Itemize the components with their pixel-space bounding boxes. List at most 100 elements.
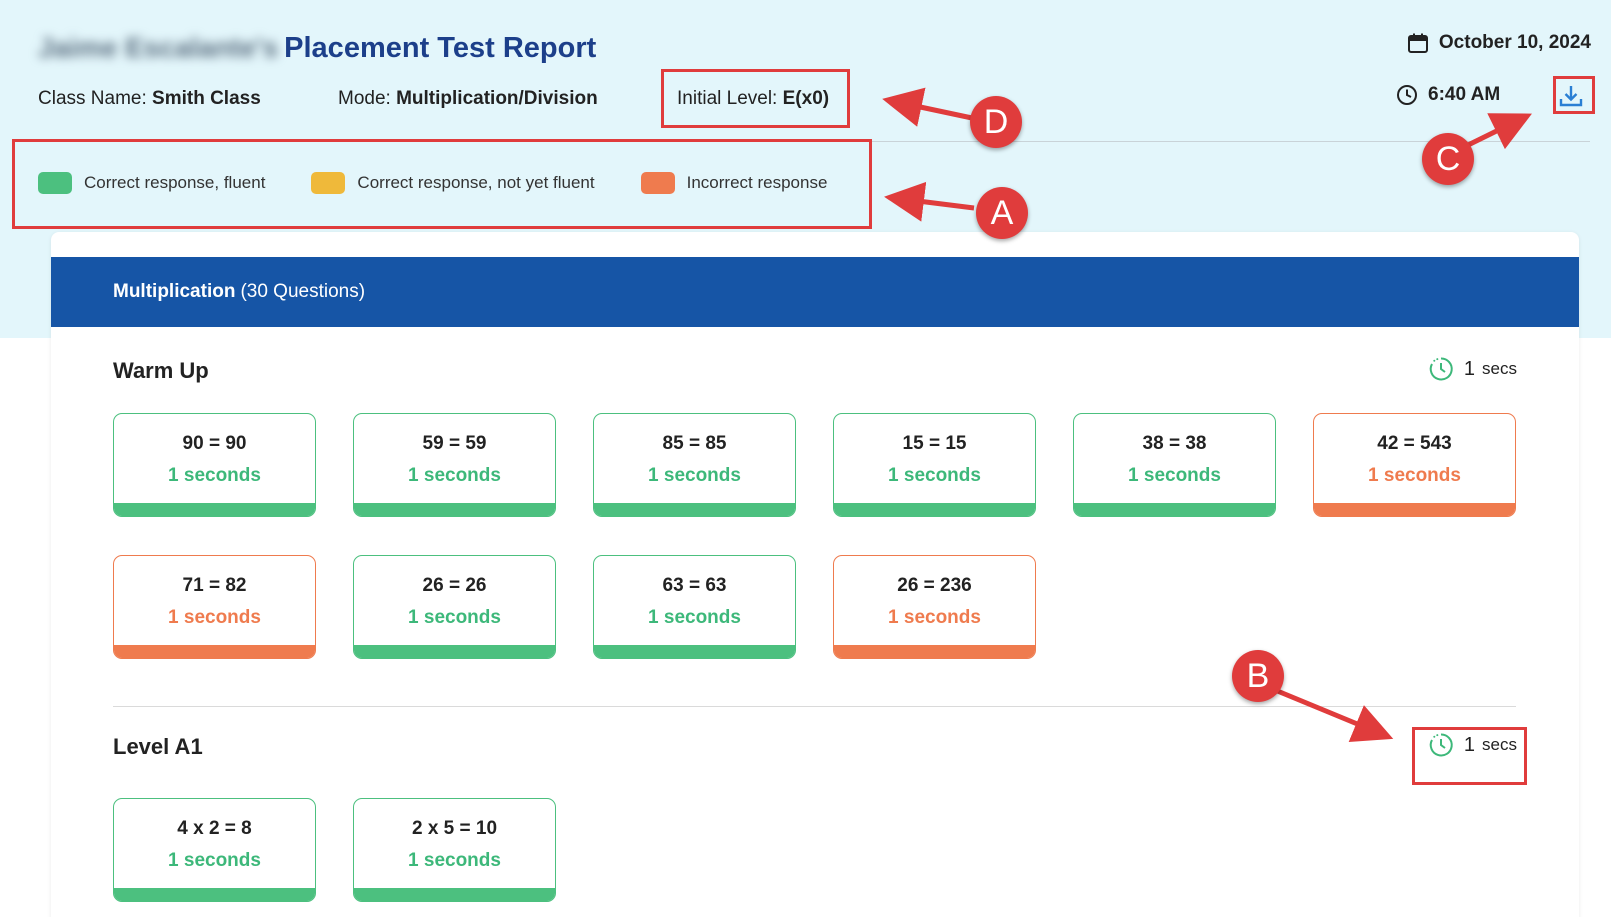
group-divider — [113, 706, 1516, 707]
section-question-count: (30 Questions) — [240, 281, 366, 302]
annotation-badge-c: C — [1422, 133, 1474, 185]
question-time: 1 seconds — [408, 850, 501, 871]
question-equation: 42 = 543 — [1377, 433, 1452, 454]
legend: Correct response, fluent Correct respons… — [38, 172, 873, 194]
legend-swatch — [38, 172, 72, 194]
group-time-unit: secs — [1482, 735, 1517, 754]
group-title-level-a1: Level A1 — [113, 734, 203, 759]
group-time-warm-up: 1 secs — [1428, 356, 1517, 382]
timer-icon — [1428, 356, 1454, 382]
annotation-badge-d: D — [970, 96, 1022, 148]
timer-icon — [1428, 732, 1454, 758]
question-tile[interactable]: 38 = 38 1 seconds — [1073, 413, 1276, 517]
group-time-level-a1: 1 secs — [1428, 732, 1517, 758]
legend-swatch — [640, 172, 675, 194]
legend-swatch — [311, 172, 346, 194]
question-equation: 90 = 90 — [182, 433, 247, 454]
status-bar — [834, 503, 1035, 516]
legend-item-incorrect: Incorrect response — [640, 172, 828, 194]
question-time: 1 seconds — [648, 607, 741, 628]
status-bar — [594, 645, 795, 658]
student-name: Jaime Escalante's — [38, 32, 279, 63]
class-name-info: Class Name: Smith Class — [38, 88, 261, 110]
status-bar — [1074, 503, 1275, 516]
group-time-value: 1 — [1463, 357, 1476, 380]
status-bar — [1314, 503, 1515, 516]
question-equation: 85 = 85 — [662, 433, 727, 454]
question-tile[interactable]: 26 = 236 1 seconds — [833, 555, 1036, 659]
question-tile[interactable]: 2 x 5 = 10 1 seconds — [353, 798, 556, 902]
annotation-box-c — [1553, 76, 1595, 114]
legend-item-fluent: Correct response, fluent — [38, 172, 265, 194]
results-card: Multiplication (30 Questions) Warm Up 1 … — [51, 232, 1579, 917]
question-equation: 38 = 38 — [1142, 433, 1207, 454]
question-time: 1 seconds — [168, 850, 261, 871]
annotation-badge-a: A — [976, 187, 1028, 239]
date-text: October 10, 2024 — [1438, 32, 1591, 53]
question-time: 1 seconds — [888, 465, 981, 486]
question-equation: 15 = 15 — [902, 433, 967, 454]
report-date: October 10, 2024 — [1407, 32, 1591, 54]
question-tile[interactable]: 90 = 90 1 seconds — [113, 413, 316, 517]
legend-item-not-fluent: Correct response, not yet fluent — [311, 172, 595, 194]
legend-label: Correct response, not yet fluent — [357, 173, 595, 192]
question-time: 1 seconds — [1128, 465, 1221, 486]
report-time: 6:40 AM — [1396, 84, 1500, 106]
page-title: Placement Test Report — [284, 31, 597, 64]
question-tile[interactable]: 63 = 63 1 seconds — [593, 555, 796, 659]
question-equation: 63 = 63 — [662, 575, 727, 596]
annotation-box-b — [1412, 727, 1527, 785]
initial-level-value: E(x0) — [782, 88, 830, 109]
class-name-value: Smith Class — [152, 88, 261, 109]
question-tile[interactable]: 26 = 26 1 seconds — [353, 555, 556, 659]
question-tile[interactable]: 59 = 59 1 seconds — [353, 413, 556, 517]
status-bar — [354, 645, 555, 658]
group-title-warm-up: Warm Up — [113, 358, 209, 383]
download-icon — [1559, 86, 1583, 107]
initial-level-label: Initial Level: — [677, 88, 778, 109]
group-time-unit: secs — [1482, 359, 1517, 378]
question-equation: 26 = 26 — [422, 575, 487, 596]
class-name-label: Class Name: — [38, 88, 147, 109]
group-time-value: 1 — [1463, 733, 1476, 756]
question-equation: 26 = 236 — [897, 575, 972, 596]
legend-label: Correct response, fluent — [84, 173, 266, 192]
status-bar — [114, 503, 315, 516]
status-bar — [594, 503, 795, 516]
question-equation: 71 = 82 — [182, 575, 247, 596]
question-tile[interactable]: 85 = 85 1 seconds — [593, 413, 796, 517]
initial-level-info: Initial Level: E(x0) — [677, 88, 829, 110]
annotation-box-a — [12, 139, 872, 229]
section-name: Multiplication — [113, 281, 236, 302]
question-tile[interactable]: 15 = 15 1 seconds — [833, 413, 1036, 517]
question-time: 1 seconds — [408, 607, 501, 628]
calendar-icon — [1407, 32, 1429, 54]
section-header[interactable]: Multiplication (30 Questions) — [51, 257, 1579, 327]
question-time: 1 seconds — [408, 465, 501, 486]
question-time: 1 seconds — [168, 607, 261, 628]
question-tile[interactable]: 4 x 2 = 8 1 seconds — [113, 798, 316, 902]
mode-value: Multiplication/Division — [396, 88, 598, 109]
status-bar — [834, 645, 1035, 658]
question-tile[interactable]: 71 = 82 1 seconds — [113, 555, 316, 659]
question-equation: 59 = 59 — [422, 433, 487, 454]
question-tile[interactable]: 42 = 543 1 seconds — [1313, 413, 1516, 517]
status-bar — [114, 888, 315, 901]
question-time: 1 seconds — [168, 465, 261, 486]
time-text: 6:40 AM — [1428, 84, 1501, 105]
question-time: 1 seconds — [648, 465, 741, 486]
question-time: 1 seconds — [888, 607, 981, 628]
annotation-box-d — [661, 69, 850, 128]
clock-icon — [1396, 84, 1418, 106]
status-bar — [354, 503, 555, 516]
mode-label: Mode: — [338, 88, 391, 109]
legend-label: Incorrect response — [686, 173, 828, 192]
question-equation: 4 x 2 = 8 — [177, 818, 252, 839]
report-title-row: Jaime Escalante's Placement Test Report — [38, 28, 596, 68]
question-time: 1 seconds — [1368, 465, 1461, 486]
download-button[interactable] — [1557, 82, 1585, 110]
annotation-badge-b: B — [1232, 650, 1284, 702]
question-equation: 2 x 5 = 10 — [411, 818, 498, 839]
status-bar — [114, 645, 315, 658]
status-bar — [354, 888, 555, 901]
